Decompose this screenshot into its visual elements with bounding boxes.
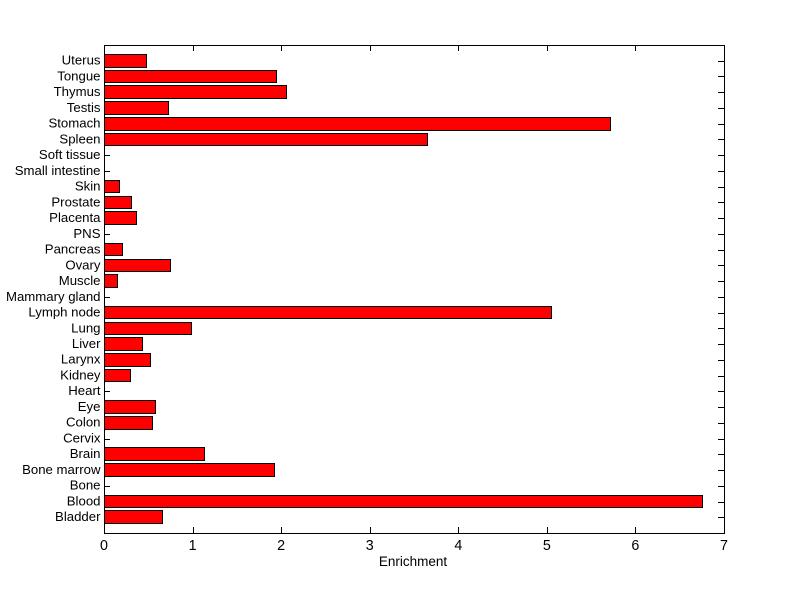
- svg-text:Ovary: Ovary: [65, 257, 101, 272]
- svg-text:Spleen: Spleen: [59, 131, 100, 146]
- svg-text:Kidney: Kidney: [60, 368, 101, 383]
- svg-text:Prostate: Prostate: [51, 194, 100, 209]
- svg-text:Bone: Bone: [70, 478, 101, 493]
- svg-text:Stomach: Stomach: [48, 116, 100, 131]
- svg-text:Cervix: Cervix: [63, 430, 101, 445]
- svg-text:Placenta: Placenta: [49, 210, 101, 225]
- svg-text:Mammary gland: Mammary gland: [6, 289, 101, 304]
- svg-text:PNS: PNS: [73, 226, 100, 241]
- svg-text:Soft tissue: Soft tissue: [39, 147, 101, 162]
- svg-text:Lymph node: Lymph node: [28, 305, 100, 320]
- svg-text:Thymus: Thymus: [54, 84, 101, 99]
- svg-text:2: 2: [277, 538, 285, 554]
- svg-text:Uterus: Uterus: [62, 53, 101, 68]
- svg-text:Larynx: Larynx: [61, 352, 101, 367]
- svg-text:Enrichment: Enrichment: [379, 554, 448, 569]
- svg-text:5: 5: [543, 538, 551, 554]
- svg-text:0: 0: [100, 538, 108, 554]
- svg-text:Muscle: Muscle: [59, 273, 101, 288]
- svg-text:6: 6: [631, 538, 639, 554]
- svg-text:1: 1: [189, 538, 197, 554]
- svg-text:Bone marrow: Bone marrow: [22, 462, 101, 477]
- svg-text:Bladder: Bladder: [55, 509, 101, 524]
- svg-text:Skin: Skin: [75, 179, 101, 194]
- svg-text:Blood: Blood: [67, 493, 101, 508]
- svg-text:Eye: Eye: [78, 399, 101, 414]
- svg-text:7: 7: [720, 538, 728, 554]
- svg-text:Liver: Liver: [72, 336, 101, 351]
- svg-text:Colon: Colon: [66, 415, 100, 430]
- svg-text:Testis: Testis: [67, 100, 101, 115]
- svg-text:Small intestine: Small intestine: [15, 163, 101, 178]
- svg-text:3: 3: [366, 538, 374, 554]
- svg-text:Heart: Heart: [68, 383, 101, 398]
- svg-text:Tongue: Tongue: [57, 68, 100, 83]
- svg-text:Lung: Lung: [71, 320, 100, 335]
- svg-text:Pancreas: Pancreas: [45, 242, 101, 257]
- svg-text:4: 4: [454, 538, 462, 554]
- svg-text:Brain: Brain: [70, 446, 101, 461]
